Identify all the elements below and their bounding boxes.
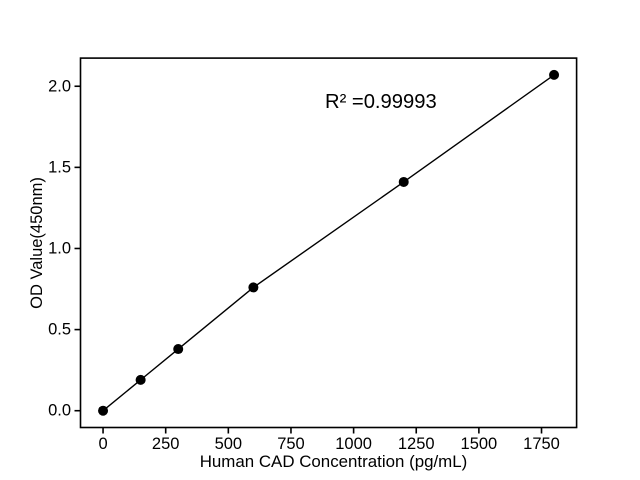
- svg-text:250: 250: [152, 435, 180, 453]
- svg-text:0.0: 0.0: [48, 402, 71, 420]
- svg-text:750: 750: [277, 435, 305, 453]
- svg-text:2.0: 2.0: [48, 77, 71, 95]
- svg-text:1000: 1000: [335, 435, 372, 453]
- svg-text:1250: 1250: [398, 435, 435, 453]
- svg-text:0: 0: [98, 435, 107, 453]
- svg-text:500: 500: [215, 435, 243, 453]
- svg-text:0.5: 0.5: [48, 321, 71, 339]
- svg-text:1.5: 1.5: [48, 158, 71, 176]
- svg-text:R² =0.99993: R² =0.99993: [325, 91, 437, 113]
- svg-text:1.0: 1.0: [48, 240, 71, 258]
- svg-text:1750: 1750: [523, 435, 560, 453]
- svg-text:Human CAD Concentration (pg/mL: Human CAD Concentration (pg/mL): [200, 452, 468, 471]
- svg-text:1500: 1500: [461, 435, 498, 453]
- svg-text:OD Value(450nm): OD Value(450nm): [28, 177, 46, 309]
